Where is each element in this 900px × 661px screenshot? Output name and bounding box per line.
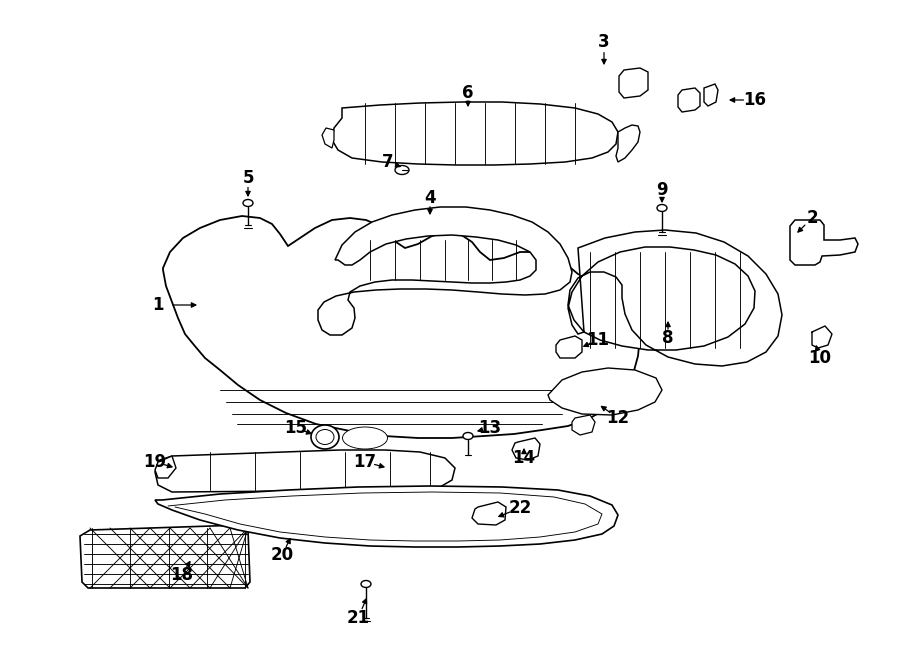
Text: 4: 4 bbox=[424, 189, 436, 207]
Polygon shape bbox=[155, 456, 176, 478]
Polygon shape bbox=[548, 368, 662, 415]
Polygon shape bbox=[80, 525, 250, 588]
Ellipse shape bbox=[463, 432, 473, 440]
Ellipse shape bbox=[657, 204, 667, 212]
Polygon shape bbox=[568, 230, 782, 366]
Text: 3: 3 bbox=[598, 33, 610, 51]
Ellipse shape bbox=[316, 430, 334, 444]
Polygon shape bbox=[472, 502, 506, 525]
Polygon shape bbox=[704, 84, 718, 106]
Ellipse shape bbox=[243, 200, 253, 206]
Text: 11: 11 bbox=[587, 331, 609, 349]
Text: 7: 7 bbox=[382, 153, 394, 171]
Polygon shape bbox=[163, 216, 640, 438]
Text: 15: 15 bbox=[284, 419, 308, 437]
Text: 16: 16 bbox=[743, 91, 767, 109]
Text: 18: 18 bbox=[170, 566, 194, 584]
Text: 22: 22 bbox=[508, 499, 532, 517]
Polygon shape bbox=[155, 486, 618, 547]
Text: 21: 21 bbox=[346, 609, 370, 627]
Polygon shape bbox=[155, 450, 455, 492]
Ellipse shape bbox=[361, 580, 371, 588]
Polygon shape bbox=[619, 68, 648, 98]
Text: 9: 9 bbox=[656, 181, 668, 199]
Text: 5: 5 bbox=[242, 169, 254, 187]
Text: 20: 20 bbox=[270, 546, 293, 564]
Text: 17: 17 bbox=[354, 453, 376, 471]
Polygon shape bbox=[322, 128, 334, 148]
Text: 6: 6 bbox=[463, 84, 473, 102]
Polygon shape bbox=[790, 220, 858, 265]
Polygon shape bbox=[318, 207, 572, 335]
Polygon shape bbox=[512, 438, 540, 460]
Text: 10: 10 bbox=[808, 349, 832, 367]
Text: 2: 2 bbox=[806, 209, 818, 227]
Ellipse shape bbox=[311, 425, 339, 449]
Polygon shape bbox=[556, 336, 582, 358]
Text: 12: 12 bbox=[607, 409, 630, 427]
Polygon shape bbox=[572, 415, 595, 435]
Text: 19: 19 bbox=[143, 453, 166, 471]
Polygon shape bbox=[678, 88, 700, 112]
Polygon shape bbox=[332, 102, 618, 165]
Text: 1: 1 bbox=[152, 296, 164, 314]
Ellipse shape bbox=[343, 427, 388, 449]
Text: 13: 13 bbox=[479, 419, 501, 437]
Text: 14: 14 bbox=[512, 449, 535, 467]
Ellipse shape bbox=[395, 165, 409, 175]
Text: 8: 8 bbox=[662, 329, 674, 347]
Polygon shape bbox=[616, 125, 640, 162]
